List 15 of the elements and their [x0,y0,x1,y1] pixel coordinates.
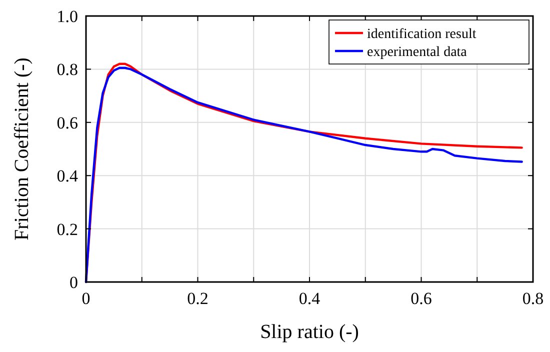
y-axis-title: Friction Coefficient (-) [11,58,33,240]
x-axis-title: Slip ratio (-) [260,321,359,343]
y-tick-label: 0.4 [56,166,78,186]
y-tick-label: 0 [70,272,78,292]
x-tick-label: 0 [82,289,90,308]
x-tick-label: 0.6 [410,289,432,308]
y-tick-label: 0.2 [56,220,78,239]
x-tick-label: 0.4 [298,289,321,308]
legend-label: experimental data [367,44,468,60]
x-tick-label: 0.8 [522,289,544,308]
y-tick-label: 0.6 [56,113,78,132]
y-tick-label: 1.0 [56,6,78,26]
legend-label: identification result [367,26,476,42]
y-tick-label: 0.8 [56,60,78,80]
x-tick-label: 0.2 [187,289,208,308]
